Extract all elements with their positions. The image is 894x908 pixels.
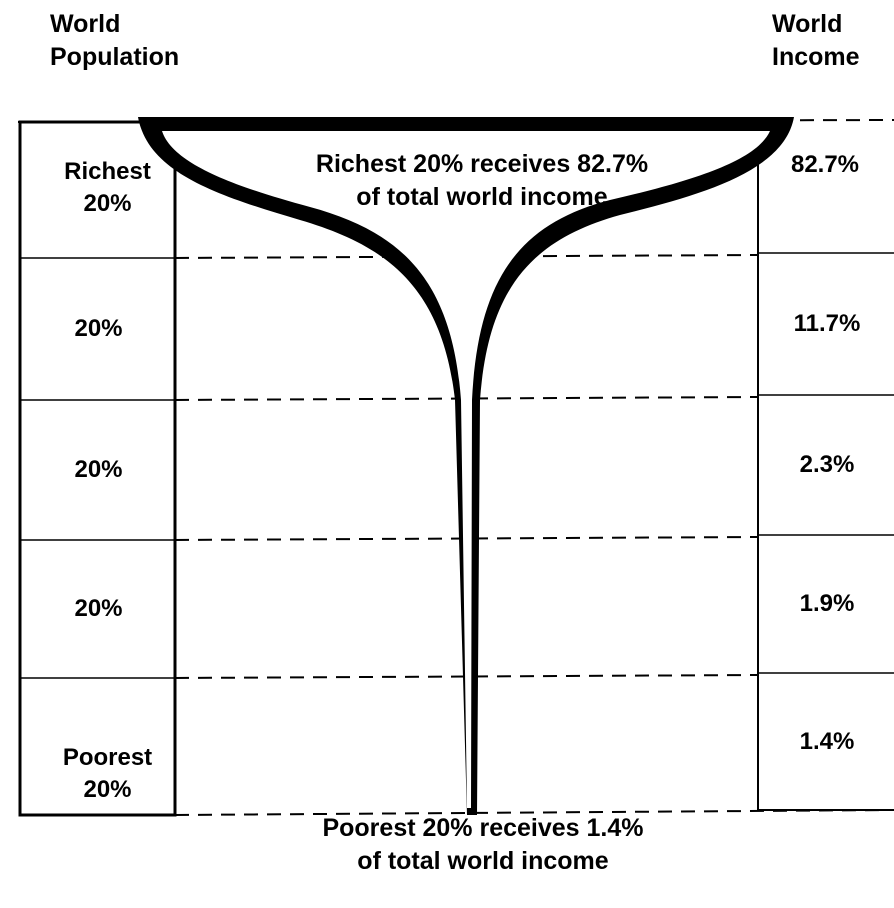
income-cell: 1.4% xyxy=(799,727,855,755)
top-note: Richest 20% receives 82.7% of total worl… xyxy=(315,150,649,211)
population-cell: Poorest 20% xyxy=(62,744,153,803)
income-box xyxy=(757,118,894,811)
population-cell: 20% xyxy=(74,315,123,342)
income-cell: 2.3% xyxy=(799,451,855,478)
bottom-note: Poorest 20% receives 1.4% of total world… xyxy=(322,814,644,875)
population-cell: 20% xyxy=(74,595,123,622)
population-cell: 20% xyxy=(74,456,123,483)
income-cell: 1.9% xyxy=(799,590,855,617)
income-cell: 82.7% xyxy=(790,151,860,178)
population-cell: Richest 20% xyxy=(64,158,151,217)
glass-inside xyxy=(162,131,770,808)
income-cell: 11.7% xyxy=(793,310,861,337)
population-box xyxy=(18,120,177,817)
header-left: World Population xyxy=(50,10,180,71)
header-right: World Income xyxy=(772,10,860,71)
